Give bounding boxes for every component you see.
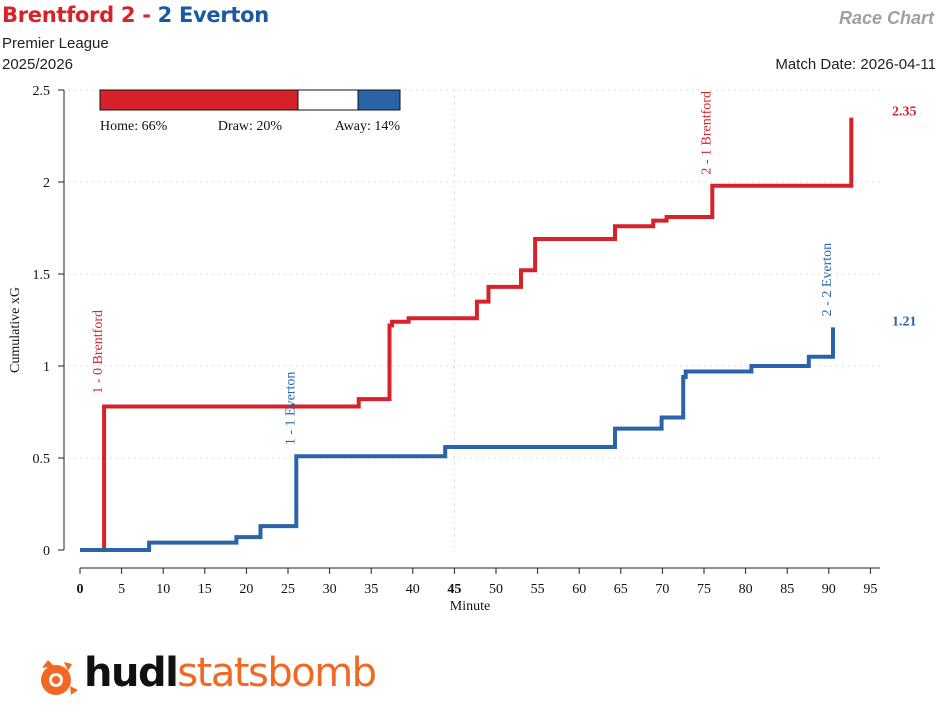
- x-tick-label: 0: [77, 582, 84, 597]
- home-probability-bar: [99, 89, 299, 111]
- away-team-name: Everton: [178, 3, 269, 27]
- x-tick-label: 5: [118, 582, 125, 597]
- x-axis-label: Minute: [450, 599, 490, 614]
- x-tick-label: 75: [697, 582, 711, 597]
- goal-annotation: 2 - 1 Brentford: [699, 91, 714, 175]
- y-tick-label: 2: [43, 176, 50, 191]
- x-tick-label: 45: [447, 582, 461, 597]
- series-line-everton: [80, 327, 835, 552]
- x-tick-label: 30: [323, 582, 337, 597]
- chart-name: Race Chart: [838, 8, 934, 28]
- season-label: 2025/2026: [2, 56, 73, 73]
- race-chart: 0 0.5 1 1.5 2 2.5 0 5 10 15 20 25 30 35 40 45 50 55 60 65 70…: [8, 84, 917, 614]
- x-tick-label: 85: [780, 582, 794, 597]
- score-separator: -: [142, 3, 151, 27]
- x-tick-label: 95: [863, 582, 877, 597]
- competition-name: Premier League: [2, 35, 109, 52]
- y-axis-label: Cumulative xG: [8, 287, 23, 373]
- y-tick-label: 2.5: [33, 84, 51, 99]
- x-tick-label: 50: [489, 582, 503, 597]
- y-tick-label: 0.5: [33, 452, 51, 467]
- x-tick-label: 40: [406, 582, 420, 597]
- goal-annotation: 1 - 0 Brentford: [91, 310, 106, 394]
- away-probability-label: Away: 14%: [335, 119, 401, 134]
- x-tick-label: 35: [364, 582, 378, 597]
- x-tick-label: 60: [572, 582, 586, 597]
- x-tick-label: 55: [531, 582, 545, 597]
- brand-wordmark: hudlstatsbomb: [84, 650, 377, 696]
- y-tick-label: 1: [43, 360, 50, 375]
- goal-annotation: 1 - 1 Everton: [283, 372, 298, 445]
- brand-wordmark-hudl: hudl: [84, 650, 179, 696]
- statsbomb-logo-icon: [41, 660, 78, 695]
- away-probability-bar: [357, 89, 401, 111]
- home-score: 2: [120, 3, 136, 27]
- draw-probability-label: Draw: 20%: [218, 119, 282, 134]
- final-xg-label-brentford: 2.35: [892, 105, 917, 120]
- match-title: Brentford 2 - 2 Everton: [2, 3, 269, 27]
- away-score: 2: [157, 3, 173, 27]
- home-probability-label: Home: 66%: [100, 119, 168, 134]
- y-tick-label: 0: [43, 544, 50, 559]
- goal-annotation: 2 - 2 Everton: [820, 243, 835, 316]
- x-tick-label: 20: [239, 582, 253, 597]
- brand-wordmark-statsbomb: statsbomb: [177, 650, 377, 696]
- x-tick-label: 90: [822, 582, 836, 597]
- x-tick-label: 80: [739, 582, 753, 597]
- x-tick-label: 65: [614, 582, 628, 597]
- draw-probability-bar: [297, 89, 359, 111]
- final-xg-label-everton: 1.21: [892, 314, 917, 329]
- x-tick-label: 70: [655, 582, 669, 597]
- match-date: Match Date: 2026-04-11: [775, 56, 936, 73]
- series-line-brentford: [80, 117, 854, 552]
- x-tick-label: 15: [198, 582, 212, 597]
- home-team-name: Brentford: [2, 3, 114, 27]
- y-tick-label: 1.5: [33, 268, 51, 283]
- x-tick-label: 10: [156, 582, 170, 597]
- x-tick-label: 25: [281, 582, 295, 597]
